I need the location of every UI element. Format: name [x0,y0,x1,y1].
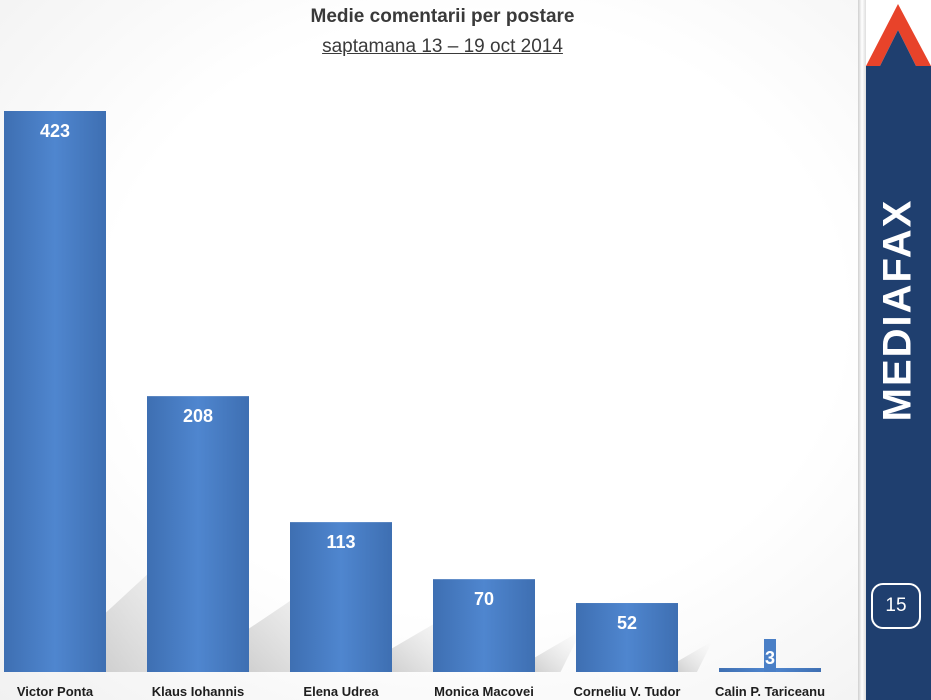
category-label: Victor Ponta [17,684,94,699]
bar-shadow [678,640,713,672]
bar-value-label: 70 [474,589,494,609]
bar-value-label: 52 [617,613,637,633]
page-number-badge: 15 [871,583,921,629]
bar-label-stub [764,639,776,672]
bar-value-label: 3 [765,648,775,668]
slide-divider [858,0,866,700]
slide: Medie comentarii per postare saptamana 1… [0,0,862,700]
bar-value-label: 423 [40,121,70,141]
category-label: Klaus Iohannis [152,684,244,699]
bar [147,396,249,672]
brand-logo-text: MEDIAFAX [875,198,920,422]
bar-chart: 423 Victor Ponta 208 Klaus Iohannis 113 Elena… [4,111,825,699]
bar [4,111,106,672]
bar-value-label: 208 [183,406,213,426]
bar [576,603,678,672]
chart-title: Medie comentarii per postare [310,6,575,27]
bar [290,522,392,672]
category-label: Corneliu V. Tudor [574,684,681,699]
bar-shadow [535,630,582,672]
brand-panel: MEDIAFAX 15 [866,0,931,700]
logo-mark [866,0,931,66]
category-label: Calin P. Tariceanu [715,684,825,699]
category-label: Elena Udrea [303,684,379,699]
chart-subtitle: saptamana 13 – 19 oct 2014 [322,36,563,57]
bar [433,579,535,672]
bar-value-label: 113 [326,532,355,552]
category-label: Monica Macovei [434,684,534,699]
